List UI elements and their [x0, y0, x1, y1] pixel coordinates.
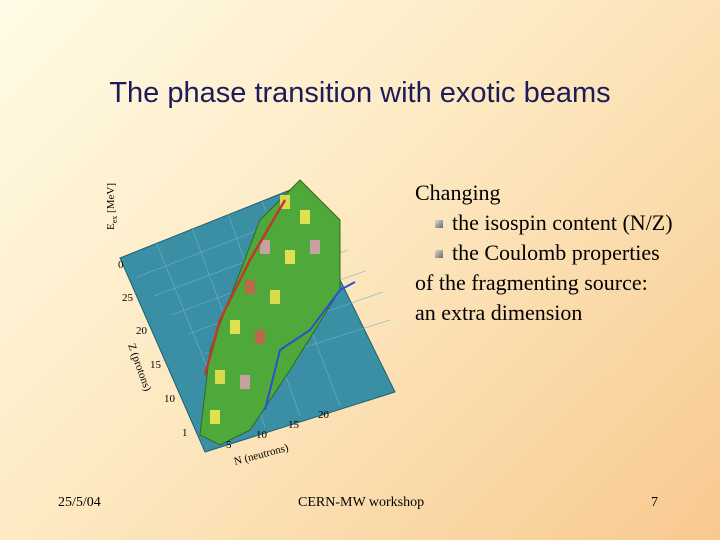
closing-line: of the fragmenting source: [415, 270, 648, 295]
z-tick: 25 [122, 292, 134, 304]
body-text: Changing the isospin content (N/Z) the C… [415, 178, 673, 328]
energy-axis: Eex [MeV] [105, 183, 119, 230]
peak-surface [199, 179, 341, 446]
z-tick: 10 [164, 393, 176, 405]
z-tick: 15 [150, 359, 162, 371]
closing-line: an extra dimension [415, 300, 583, 325]
n-tick: 1 [182, 427, 188, 439]
footer-page: 7 [651, 495, 658, 510]
n-axis: N (neutrons) [233, 442, 290, 468]
z-tick: 20 [136, 325, 148, 337]
n-tick: 10 [256, 429, 268, 441]
z-tick: 0 [118, 259, 124, 271]
bullet: the isospin content (N/Z) [435, 208, 673, 238]
footer-center: CERN-MW workshop [298, 495, 425, 510]
n-tick: 5 [226, 439, 232, 451]
n-tick: 20 [318, 409, 330, 421]
n-tick: 15 [288, 419, 300, 431]
slide-title: The phase transition with exotic beams [109, 77, 611, 109]
blue-line [264, 281, 356, 411]
bullet: the Coulomb properties [435, 238, 673, 268]
footer-date: 25/5/04 [58, 495, 101, 510]
intro: Changing [415, 180, 501, 205]
red-line [203, 199, 287, 376]
phase-plot: Eex [MeV] 0 25 20 15 10 Z (protons) 1 5 … [105, 179, 396, 468]
